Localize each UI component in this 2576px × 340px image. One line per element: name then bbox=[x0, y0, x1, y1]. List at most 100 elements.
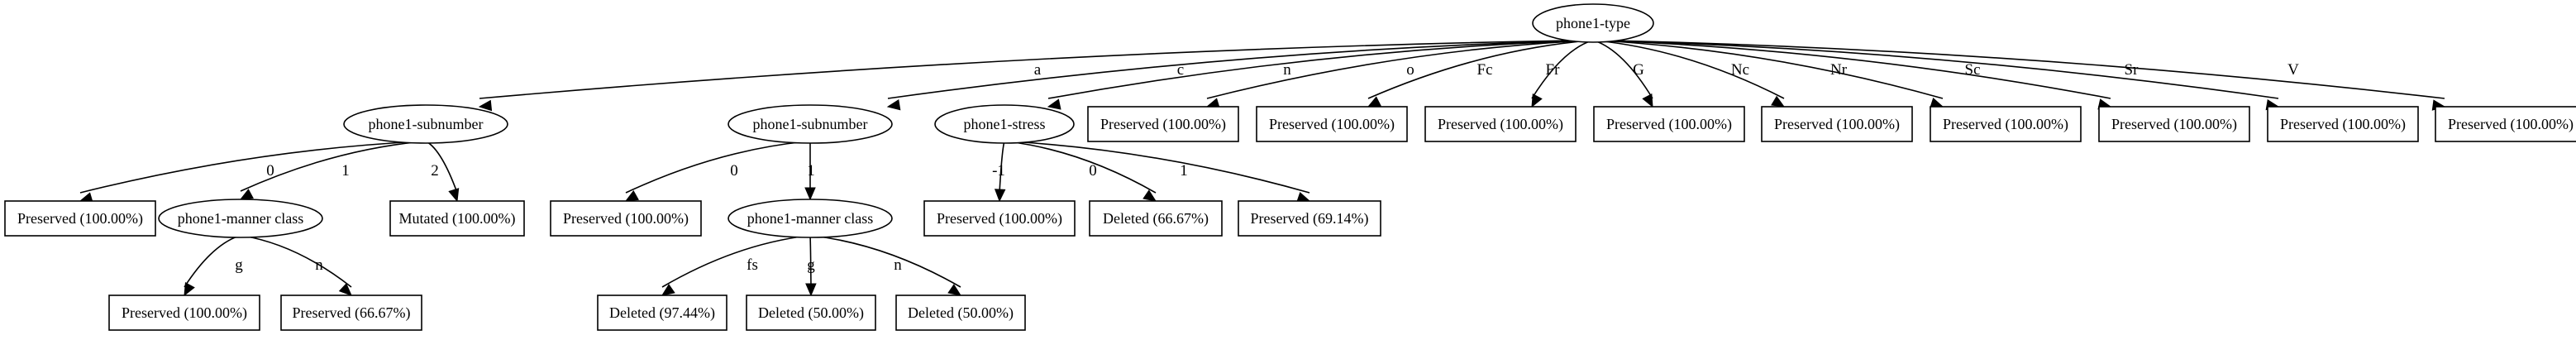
node-box bbox=[1256, 106, 1408, 142]
node-label: phone1-manner class bbox=[747, 210, 873, 227]
edge-line bbox=[240, 141, 422, 192]
edge-label: n bbox=[894, 256, 902, 274]
edge: c bbox=[886, 40, 1579, 111]
edge: 2 bbox=[426, 141, 460, 203]
node-box bbox=[895, 295, 1026, 331]
edge-arrowhead bbox=[947, 284, 962, 296]
edge: Sc bbox=[1603, 40, 2112, 110]
leaf-node: Deleted (66.67%) bbox=[1089, 200, 1223, 237]
edge-label: 0 bbox=[266, 162, 274, 180]
edge-label: a bbox=[1034, 61, 1042, 79]
edge-label: V bbox=[2287, 61, 2299, 79]
node-label: Preserved (100.00%) bbox=[1438, 116, 1563, 133]
node-label: Preserved (66.67%) bbox=[293, 304, 411, 322]
node-ellipse bbox=[934, 104, 1075, 144]
node-box bbox=[108, 295, 260, 331]
edge: g bbox=[184, 235, 243, 297]
leaf-node: Deleted (50.00%) bbox=[895, 295, 1026, 331]
edge-line bbox=[1600, 40, 1944, 99]
edge-label: Fc bbox=[1477, 61, 1493, 79]
node-box bbox=[1593, 106, 1745, 142]
edge-line bbox=[1047, 40, 1582, 99]
leaf-node: Deleted (97.44%) bbox=[597, 295, 727, 331]
node-ellipse bbox=[343, 104, 508, 144]
edge-label: Fr bbox=[1546, 61, 1561, 79]
node-box bbox=[1089, 200, 1223, 237]
split-node: phone1-manner class bbox=[158, 199, 323, 238]
edge-label: 0 bbox=[730, 162, 738, 180]
edge-line bbox=[1606, 40, 2279, 99]
edge-label: g bbox=[807, 256, 815, 274]
edge-line bbox=[184, 235, 240, 288]
edge-label: 0 bbox=[1089, 162, 1097, 180]
edge-label: n bbox=[1283, 61, 1291, 79]
edge-arrowhead bbox=[1531, 93, 1543, 108]
edge-arrowhead bbox=[1642, 93, 1653, 108]
node-box bbox=[1424, 106, 1577, 142]
edge: Fr bbox=[1531, 40, 1592, 108]
edge-line bbox=[1594, 40, 1653, 99]
edge-line bbox=[79, 141, 419, 194]
edge-arrowhead bbox=[1771, 95, 1786, 108]
node-box bbox=[2435, 106, 2576, 142]
node-ellipse bbox=[158, 199, 323, 238]
edge-line bbox=[813, 235, 961, 288]
node-label: Preserved (100.00%) bbox=[1943, 116, 2068, 133]
edge: a bbox=[478, 40, 1572, 112]
edge-label: Sc bbox=[1965, 61, 1981, 79]
node-box bbox=[1238, 200, 1381, 237]
leaf-node: Preserved (100.00%) bbox=[2098, 106, 2250, 142]
node-box bbox=[597, 295, 727, 331]
leaf-node: Preserved (100.00%) bbox=[1087, 106, 1239, 142]
edge-line bbox=[1367, 40, 1589, 99]
edge: 0 bbox=[624, 141, 807, 202]
edge: -1 bbox=[992, 141, 1006, 203]
edge-arrowhead bbox=[1367, 96, 1381, 108]
edge: fs bbox=[661, 235, 808, 296]
leaf-node: Preserved (100.00%) bbox=[2267, 106, 2419, 142]
node-label: Preserved (100.00%) bbox=[1100, 116, 1226, 133]
split-node: phone1-type bbox=[1532, 3, 1654, 43]
edge: g bbox=[805, 235, 817, 297]
leaf-node: Preserved (100.00%) bbox=[1593, 106, 1745, 142]
edge-arrowhead bbox=[338, 283, 352, 296]
edge-label: fs bbox=[747, 256, 758, 274]
node-label: Deleted (50.00%) bbox=[908, 304, 1014, 322]
node-box bbox=[1930, 106, 2082, 142]
edge-arrowhead bbox=[478, 99, 493, 112]
edge: G bbox=[1594, 40, 1653, 108]
edge-label: n bbox=[315, 256, 323, 274]
edge-arrowhead bbox=[624, 190, 639, 202]
edge-arrowhead bbox=[184, 282, 195, 297]
edge-line bbox=[1007, 141, 1157, 194]
leaf-node: Preserved (100.00%) bbox=[1256, 106, 1408, 142]
leaf-node: Preserved (100.00%) bbox=[4, 200, 156, 237]
split-node: phone1-subnumber bbox=[727, 104, 893, 144]
node-label: Preserved (100.00%) bbox=[563, 210, 689, 227]
node-label: Deleted (97.44%) bbox=[609, 304, 715, 322]
edge-arrowhead bbox=[661, 284, 675, 296]
node-box bbox=[1761, 106, 1913, 142]
edge: Nc bbox=[1596, 40, 1786, 108]
edge-line bbox=[1206, 40, 1586, 99]
node-label: Deleted (50.00%) bbox=[758, 304, 864, 322]
node-label: phone1-type bbox=[1556, 15, 1630, 31]
edge-label: 1 bbox=[341, 162, 350, 180]
edge-label: g bbox=[235, 256, 243, 274]
leaf-node: Preserved (100.00%) bbox=[1424, 106, 1577, 142]
edge-line bbox=[625, 141, 807, 194]
leaf-node: Preserved (100.00%) bbox=[550, 200, 702, 237]
edge: n bbox=[242, 235, 352, 296]
edge-label: Nr bbox=[1830, 61, 1848, 79]
edge-label: Nc bbox=[1731, 61, 1749, 79]
node-label: Preserved (100.00%) bbox=[937, 210, 1062, 227]
edge-label: c bbox=[1177, 61, 1184, 79]
node-box bbox=[389, 200, 525, 237]
node-ellipse bbox=[727, 104, 893, 144]
node-box bbox=[4, 200, 156, 237]
edge-line bbox=[1531, 40, 1592, 99]
leaf-node: Preserved (100.00%) bbox=[923, 200, 1076, 237]
edge-arrowhead bbox=[994, 189, 1006, 203]
leaf-node: Preserved (100.00%) bbox=[1930, 106, 2082, 142]
